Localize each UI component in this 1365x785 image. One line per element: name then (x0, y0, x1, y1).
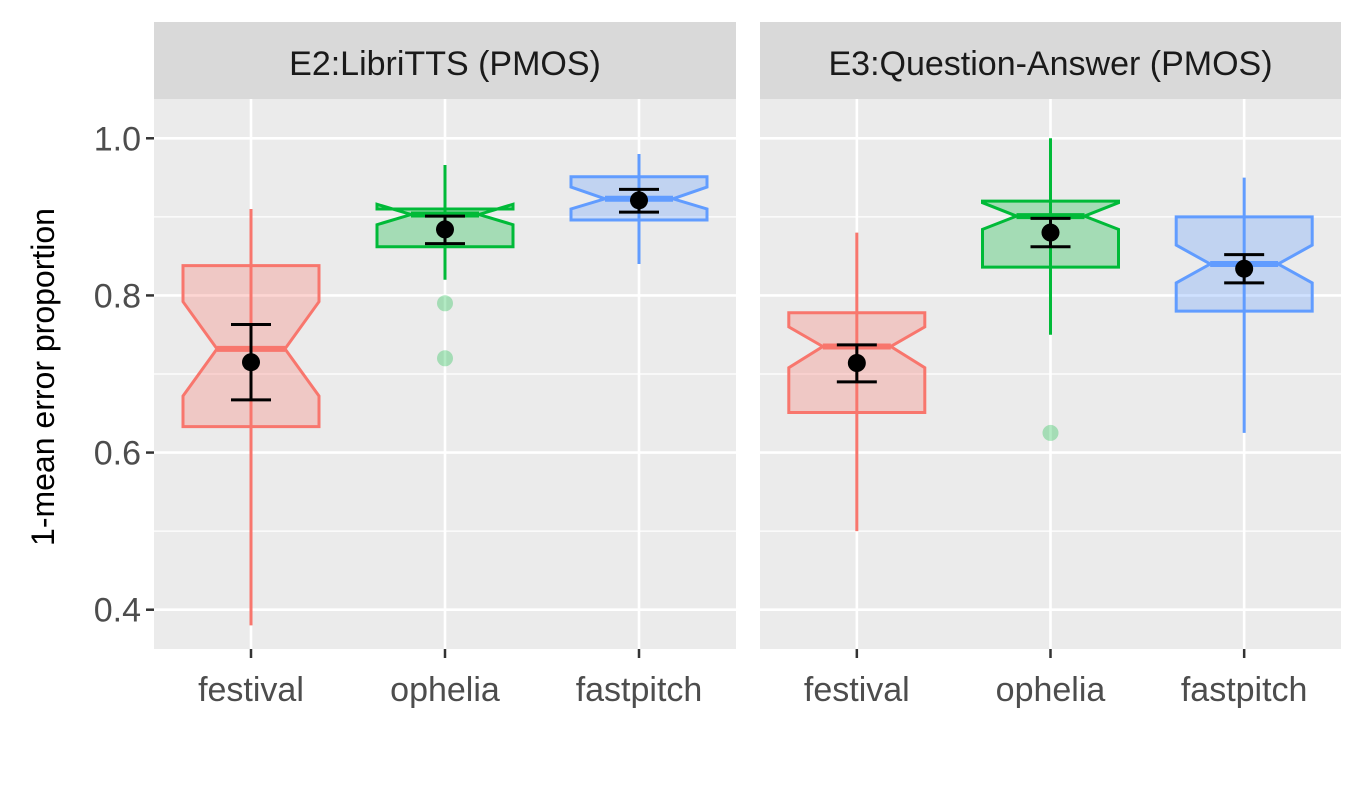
mean-point (1235, 259, 1254, 278)
mean-point (630, 191, 648, 210)
box-festival (181, 209, 321, 626)
outlier-point (1042, 424, 1059, 441)
facet-title: E2:LibriTTS (PMOS) (289, 45, 601, 83)
y-tick-label: 0.4 (94, 592, 141, 630)
box-fastpitch (1174, 177, 1314, 433)
x-tick-label: ophelia (390, 671, 500, 709)
facet-panels: 0.4 0.6 0.8 1.0 E2:LibriTTS (PMOS) festival op… (94, 22, 1341, 709)
facet-title: E3:Question-Answer (PMOS) (828, 45, 1272, 83)
x-tick-label: fastpitch (1181, 671, 1308, 709)
facet-strip (760, 22, 1341, 99)
facet-panel-1: E2:LibriTTS (PMOS) festival ophelia fastpit… (154, 22, 736, 709)
mean-point (242, 353, 260, 372)
x-tick-label: ophelia (996, 671, 1106, 709)
x-tick-label: fastpitch (576, 671, 703, 709)
y-tick-label: 0.8 (94, 277, 141, 315)
box-ophelia (981, 138, 1120, 441)
box-festival (787, 232, 927, 532)
box-ophelia (375, 165, 515, 367)
outlier-point (437, 350, 453, 367)
outlier-point (437, 295, 453, 312)
mean-point (847, 354, 866, 372)
y-tick-label: 0.6 (94, 435, 141, 473)
x-tick-label: festival (804, 671, 910, 709)
facet-strip (154, 22, 736, 99)
facet-panel-2: E3:Question-Answer (PMOS) festival ophelia… (760, 22, 1341, 709)
y-tick-label: 1.0 (94, 120, 141, 158)
y-axis-title: 1-mean error proportion (25, 208, 61, 546)
mean-point (1041, 223, 1060, 242)
x-tick-label: festival (198, 671, 304, 709)
box-fastpitch (569, 154, 709, 264)
mean-point (436, 220, 454, 239)
